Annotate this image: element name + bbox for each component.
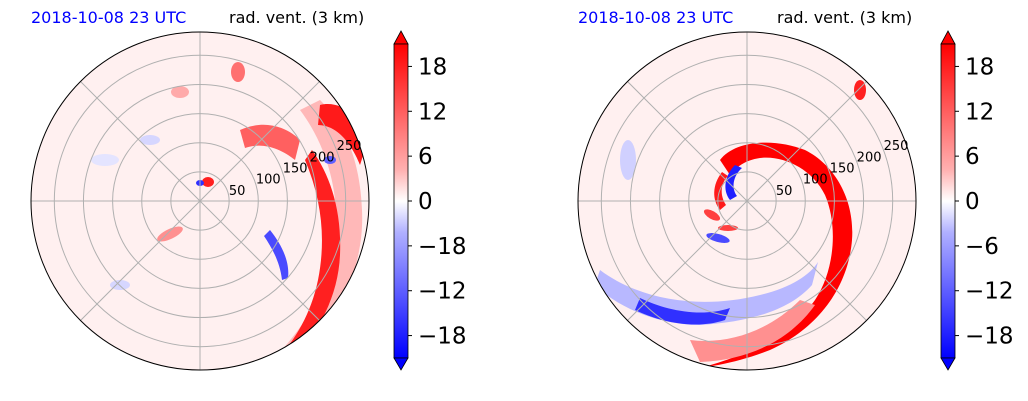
colorbar-ticks: 18 12 6 0 −6 −12 −18 <box>955 54 1014 350</box>
colorbar-body <box>940 43 956 359</box>
panel-date-label: 2018-10-08 23 UTC <box>578 8 733 27</box>
positive-patch <box>202 177 214 187</box>
negative-patch <box>620 140 636 180</box>
grid-spoke <box>80 81 201 202</box>
grid-spoke <box>199 200 320 321</box>
positive-patch <box>171 86 189 98</box>
colorbar-extend-max <box>393 30 409 45</box>
polar-panel-left: 2018-10-08 23 UTC rad. vent. (3 km) 50 10… <box>30 8 467 371</box>
polar-grid <box>578 32 916 370</box>
positive-patch <box>703 209 721 221</box>
radial-tick-label: 50 <box>229 184 246 199</box>
panel-variable-label: rad. vent. (3 km) <box>777 8 912 27</box>
negative-patch <box>110 280 130 290</box>
radial-tick-label: 200 <box>857 150 882 165</box>
colorbar-body <box>393 43 409 359</box>
grid-spoke <box>746 81 867 202</box>
grid-spoke <box>627 81 748 202</box>
colorbar-tick-label: 18 <box>418 54 447 80</box>
positive-patch <box>854 80 866 100</box>
grid-spoke <box>199 81 320 202</box>
negative-patch <box>140 135 160 145</box>
negative-band-core <box>635 298 730 325</box>
radial-tick-label: 150 <box>283 162 308 177</box>
grid-spoke <box>80 200 201 321</box>
grid-spoke <box>627 200 748 321</box>
radial-tick-label: 250 <box>337 139 362 154</box>
panel-date-label: 2018-10-08 23 UTC <box>31 8 186 27</box>
colorbar-tick-label: 0 <box>418 189 433 215</box>
negative-patch <box>264 230 289 280</box>
polar-panel-right: 2018-10-08 23 UTC rad. vent. (3 km) 50 10… <box>577 8 1014 371</box>
radial-tick-label: 250 <box>884 139 909 154</box>
colorbar-ticks: 18 12 6 0 −18 −12 −18 <box>408 54 467 350</box>
radial-tick-label: 100 <box>256 173 281 188</box>
colorbar-tick-label: 12 <box>965 99 994 125</box>
colorbar: 18 12 6 0 −18 −12 −18 <box>393 30 467 371</box>
colorbar-tick-label: −6 <box>965 234 999 260</box>
negative-patch <box>91 154 119 166</box>
colorbar-tick-label: −18 <box>418 324 467 350</box>
positive-band-edge <box>690 300 815 362</box>
colorbar-extend-min <box>393 357 409 371</box>
radial-tick-label: 100 <box>803 173 828 188</box>
colorbar-tick-label: −12 <box>965 279 1014 305</box>
positive-band-core <box>268 150 341 370</box>
grid-spoke <box>746 200 867 321</box>
radial-tick-label: 150 <box>830 162 855 177</box>
colorbar-tick-label: 18 <box>965 54 994 80</box>
positive-patch <box>231 62 245 82</box>
negative-patch <box>324 156 336 164</box>
radial-tick-label: 200 <box>310 150 335 165</box>
panel-variable-label: rad. vent. (3 km) <box>229 8 364 27</box>
colorbar-tick-label: −12 <box>418 279 467 305</box>
colorbar-tick-label: −18 <box>418 234 467 260</box>
negative-patch <box>725 165 742 200</box>
colorbar-extend-min <box>940 357 956 371</box>
colorbar-tick-label: 6 <box>965 144 980 170</box>
polar-frame <box>577 31 917 371</box>
colorbar-tick-label: −18 <box>965 324 1014 350</box>
colorbar: 18 12 6 0 −6 −12 −18 <box>940 30 1014 371</box>
polar-grid <box>31 32 369 370</box>
polar-frame <box>30 31 370 371</box>
colorbar-extend-max <box>940 30 956 45</box>
colorbar-tick-label: 0 <box>965 189 980 215</box>
colorbar-tick-label: 6 <box>418 144 433 170</box>
colorbar-tick-label: 12 <box>418 99 447 125</box>
radial-tick-label: 50 <box>776 184 793 199</box>
